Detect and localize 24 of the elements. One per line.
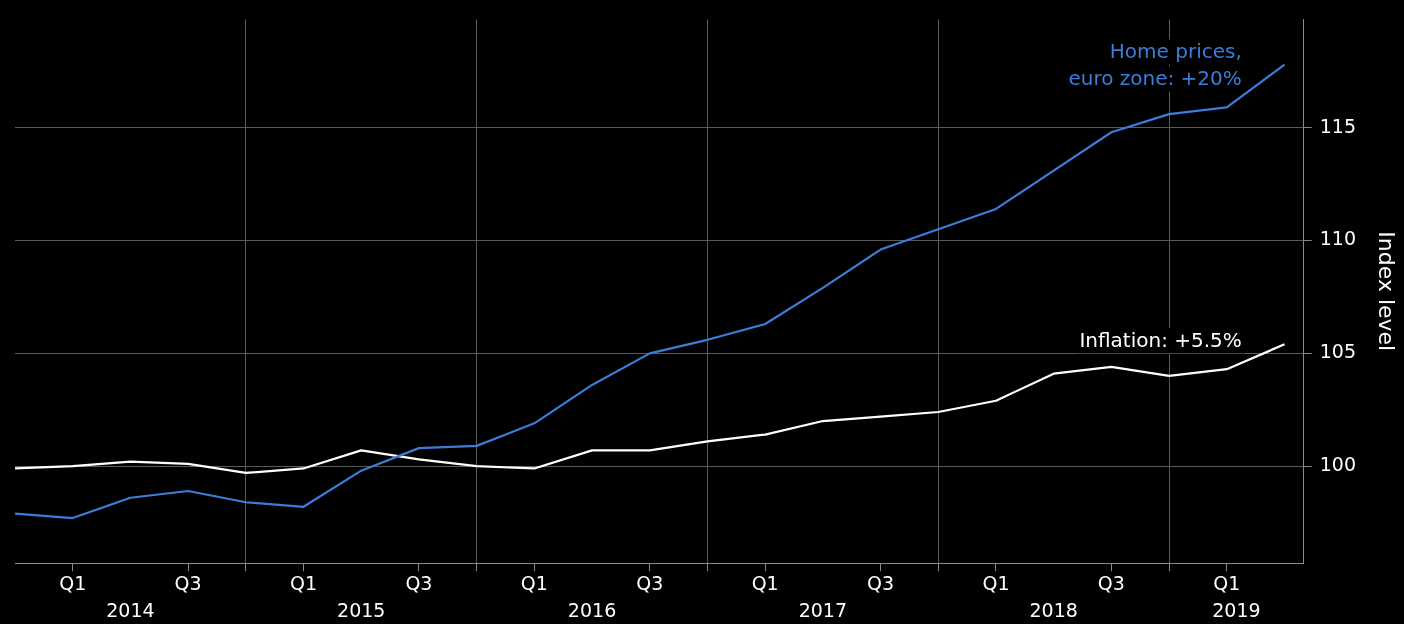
y-tick-label: 105 bbox=[1319, 340, 1356, 363]
x-tick-label: Q1 bbox=[982, 571, 1010, 594]
x-tick-label: Q3 bbox=[405, 571, 433, 594]
x-tick-label: Q3 bbox=[867, 571, 895, 594]
x-tick-label: Q1 bbox=[751, 571, 779, 594]
text: 2017 bbox=[798, 599, 848, 622]
x-tick-label: Q1 bbox=[1213, 571, 1241, 594]
y-tick-label: 110 bbox=[1319, 227, 1356, 250]
x-tick-label: Q3 bbox=[636, 571, 664, 594]
y-tick-label: 115 bbox=[1319, 114, 1356, 137]
text: 2014 bbox=[106, 599, 155, 622]
series-label: Home prices, euro zone: +20% bbox=[1068, 39, 1242, 91]
text: 2015 bbox=[337, 599, 386, 622]
text: 2016 bbox=[567, 599, 617, 622]
x-tick-label: Q3 bbox=[1097, 571, 1125, 594]
x-tick-label: Q1 bbox=[520, 571, 548, 594]
x-tick-label: Q1 bbox=[59, 571, 87, 594]
x-tick-label: Q3 bbox=[174, 571, 202, 594]
series-label: Inflation: +5.5% bbox=[1079, 328, 1242, 353]
text: 2019 bbox=[1212, 599, 1261, 622]
x-tick-label: Q1 bbox=[290, 571, 318, 594]
text: 2018 bbox=[1029, 599, 1078, 622]
y-axis-title: Index level bbox=[1374, 231, 1400, 352]
y-tick-label: 100 bbox=[1319, 453, 1356, 476]
